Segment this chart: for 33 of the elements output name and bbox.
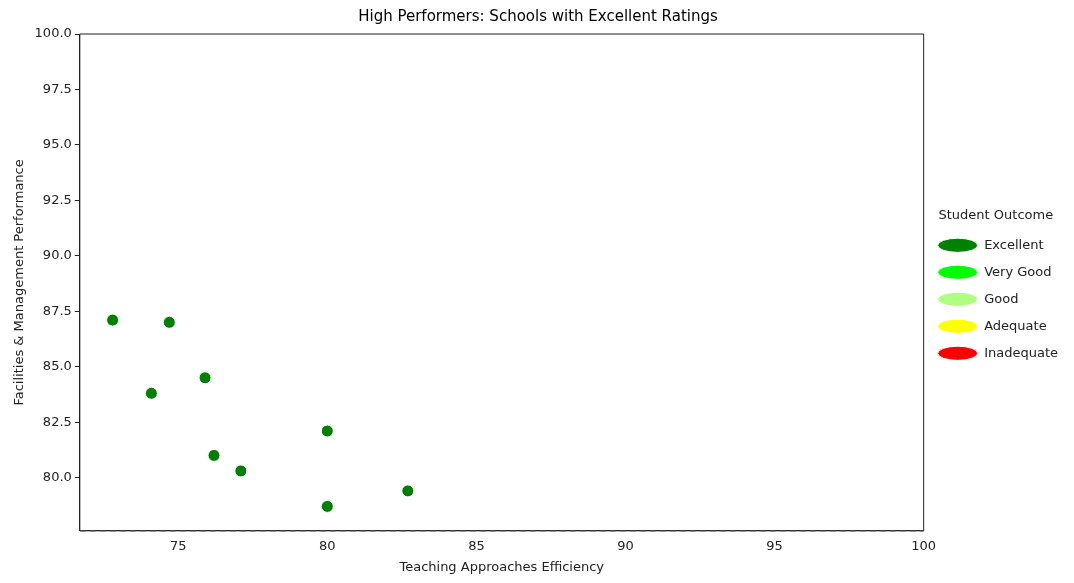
y-tick-label: 85.0 [42, 358, 72, 374]
point [320, 499, 334, 513]
point [207, 448, 221, 462]
x-tick-label: 95 [766, 537, 783, 553]
x-axis-title: Teaching Approaches Efficiency [398, 558, 605, 574]
y-tick-label: 92.5 [42, 191, 72, 207]
point [320, 424, 334, 438]
y-tick-label: 95.0 [42, 136, 72, 152]
y-tick-label: 97.5 [42, 80, 72, 96]
point [234, 464, 248, 478]
legend-label: Excellent [984, 236, 1044, 252]
point [106, 313, 120, 327]
point [162, 315, 176, 329]
x-tick-label: 85 [468, 537, 485, 553]
y-tick-label: 80.0 [42, 468, 72, 484]
x-tick-label: 90 [617, 537, 634, 553]
legend-label: Good [984, 290, 1019, 306]
y-tick-label: 82.5 [42, 413, 72, 429]
legend-title: Student Outcome [938, 207, 1054, 223]
y-tick-label: 87.5 [42, 302, 72, 318]
x-tick-label: 100 [911, 537, 937, 553]
point [401, 484, 415, 498]
y-tick-label: 90.0 [42, 247, 72, 263]
x-tick-label: 75 [169, 537, 187, 553]
y-tick-label: 100.0 [34, 25, 72, 41]
legend-label: Very Good [984, 263, 1052, 279]
point [198, 371, 212, 385]
point [144, 386, 158, 400]
legend-label: Inadequate [984, 344, 1058, 360]
x-tick-label: 80 [319, 537, 336, 553]
chart-title: High Performers: Schools with Excellent Ratings [358, 6, 718, 25]
legend-label: Adequate [984, 317, 1047, 333]
y-axis-title: Facilities & Management Performance [11, 159, 27, 406]
